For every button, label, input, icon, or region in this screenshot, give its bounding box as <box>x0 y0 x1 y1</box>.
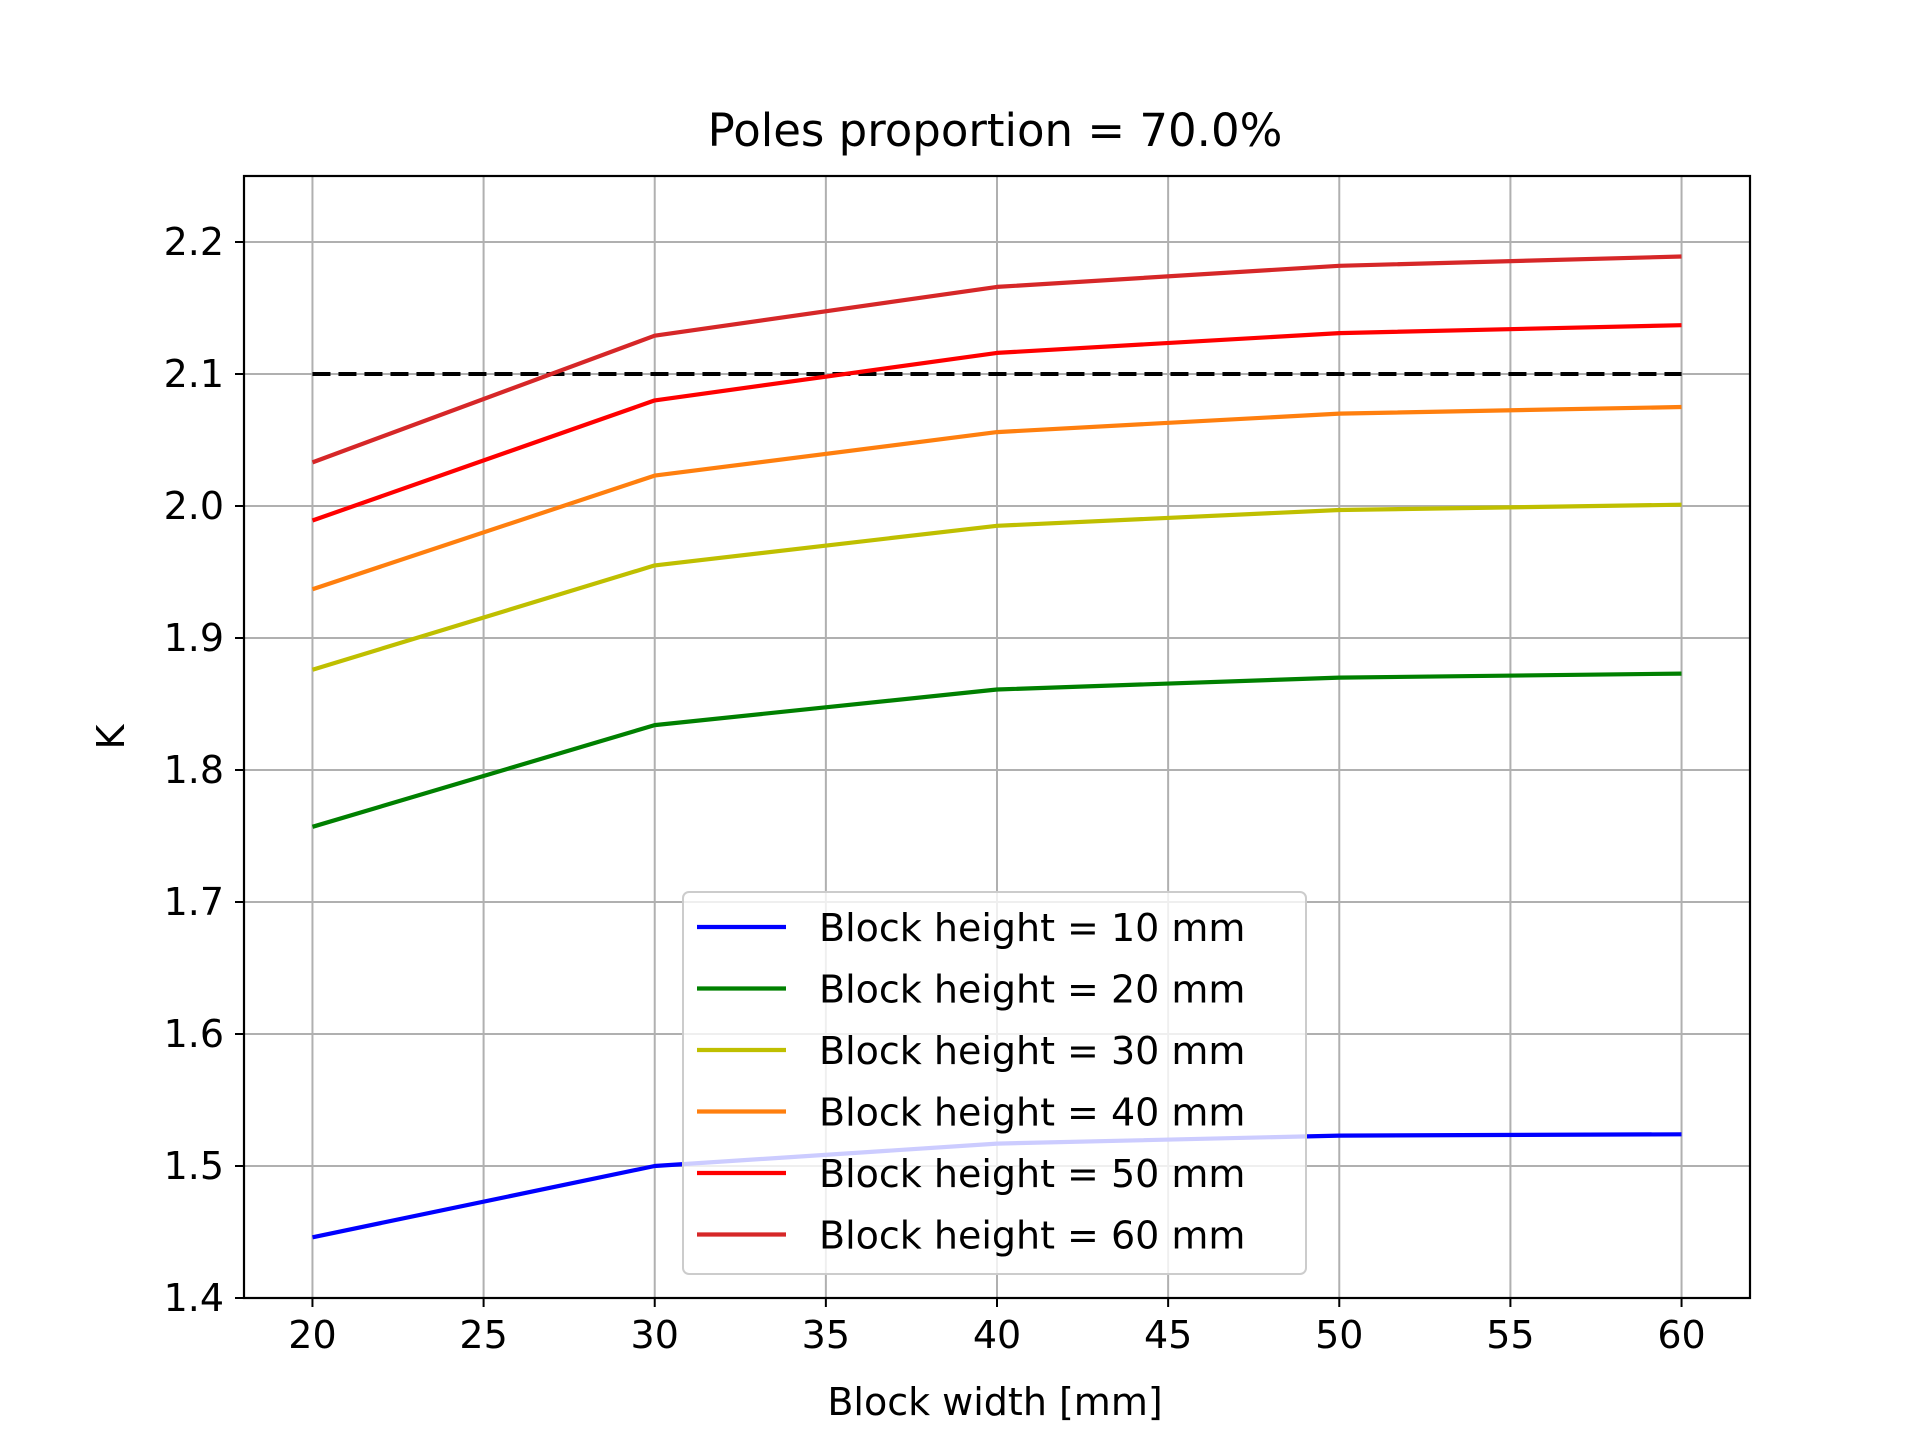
y-tick-label: 2.0 <box>164 484 224 528</box>
x-axis-label: Block width [mm] <box>827 1380 1162 1424</box>
x-tick-label: 30 <box>631 1313 679 1357</box>
x-tick-label: 45 <box>1144 1313 1192 1357</box>
legend-label: Block height = 40 mm <box>819 1091 1245 1135</box>
series-line-block-height-30-mm <box>311 502 1682 672</box>
legend-label: Block height = 30 mm <box>819 1029 1245 1073</box>
y-tick-label: 2.1 <box>164 352 224 396</box>
y-tick-label: 2.2 <box>164 220 224 264</box>
y-tick-label: 1.8 <box>164 748 224 792</box>
y-tick-label: 1.5 <box>164 1144 224 1188</box>
x-tick-label: 40 <box>973 1313 1021 1357</box>
y-tick-label: 1.4 <box>164 1276 224 1320</box>
legend-label: Block height = 60 mm <box>819 1214 1245 1258</box>
y-axis-label: K <box>89 723 133 749</box>
chart-title: Poles proportion = 70.0% <box>708 104 1283 157</box>
legend-label: Block height = 10 mm <box>819 906 1245 950</box>
series-line-block-height-50-mm <box>311 323 1682 523</box>
series-line-block-height-60-mm <box>311 254 1682 465</box>
series-line-block-height-20-mm <box>311 671 1682 829</box>
legend: Block height = 10 mm Block height = 20 mm… <box>682 891 1307 1275</box>
x-tick-label: 35 <box>802 1313 850 1357</box>
y-tick-label: 1.9 <box>164 616 224 660</box>
series-line-block-height-40-mm <box>311 404 1682 592</box>
x-tick-label: 60 <box>1657 1313 1705 1357</box>
y-tick-label: 1.6 <box>164 1012 224 1056</box>
x-tick-label: 55 <box>1486 1313 1534 1357</box>
x-tick-label: 25 <box>459 1313 507 1357</box>
x-tick-label: 50 <box>1315 1313 1363 1357</box>
legend-box <box>682 891 1307 1275</box>
legend-label: Block height = 50 mm <box>819 1152 1245 1196</box>
y-tick-label: 1.7 <box>164 880 224 924</box>
legend-label: Block height = 20 mm <box>819 968 1245 1012</box>
x-tick-label: 20 <box>288 1313 336 1357</box>
axis-ticks: 20 25 30 35 40 45 50 55 60 1.4 1.5 1.6 1.7 1.8 1.9 2.0 2… <box>164 220 1706 1357</box>
